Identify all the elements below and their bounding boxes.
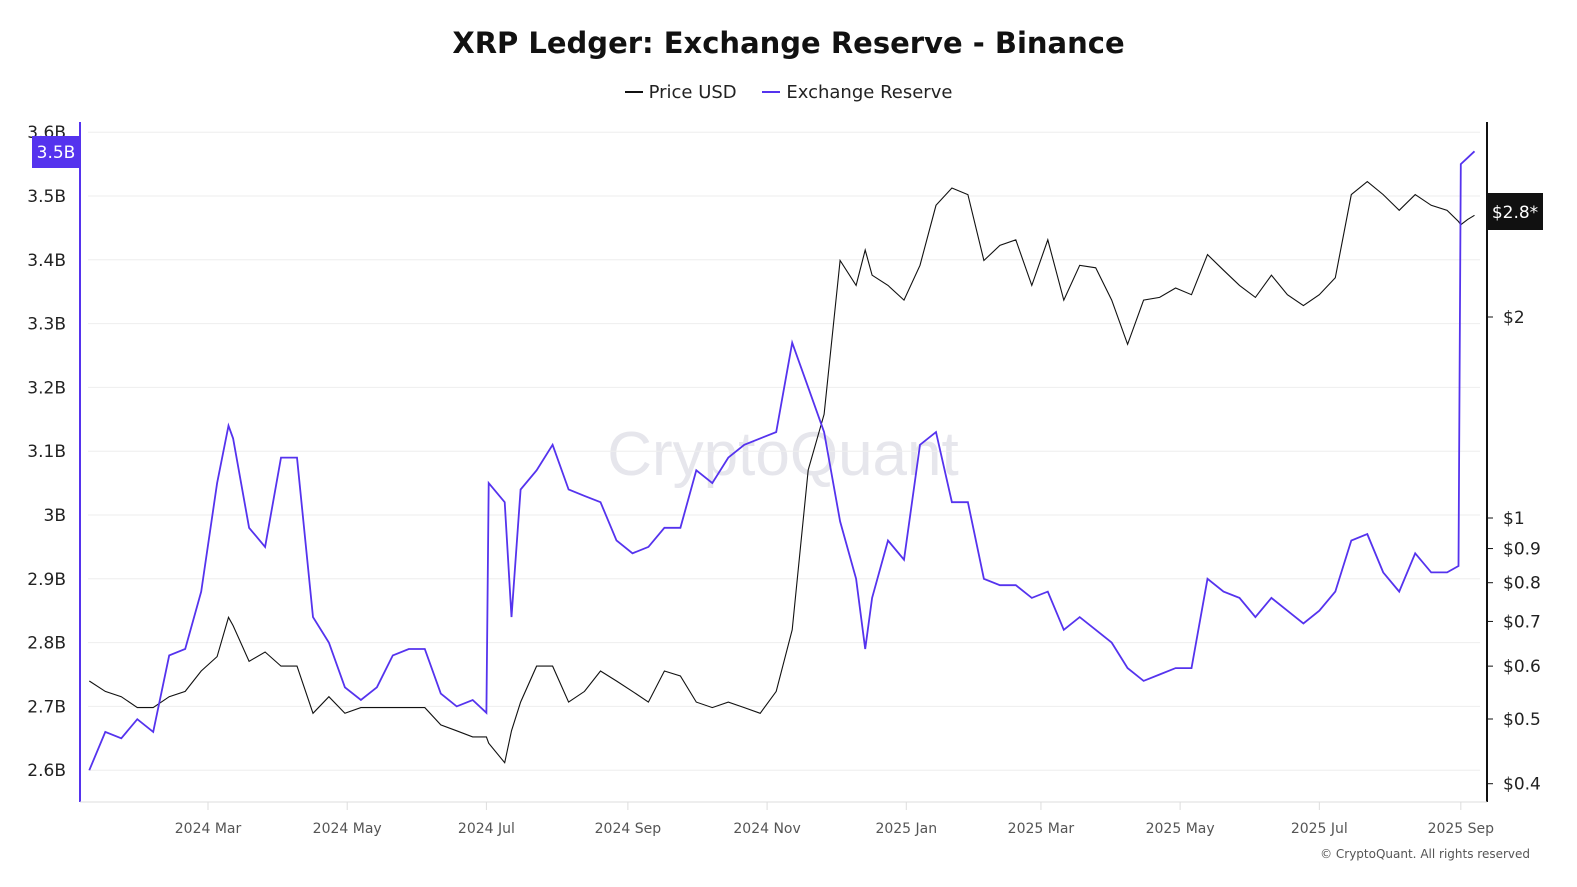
x-tick-label: 2024 May: [313, 821, 382, 837]
left-tick-label: 3.3B: [27, 315, 66, 335]
series-line-reserve: [88, 150, 1476, 771]
left-tick-label: 3.1B: [27, 442, 66, 462]
chart-title: XRP Ledger: Exchange Reserve - Binance: [452, 26, 1125, 60]
legend: Price USD Exchange Reserve: [0, 77, 1577, 103]
left-tick-label: 2.8B: [27, 634, 66, 654]
x-tick-label: 2025 May: [1146, 821, 1215, 837]
right-tick-label: $0.9: [1503, 540, 1541, 560]
copyright: © CryptoQuant. All rights reserved: [1320, 847, 1530, 861]
x-tick-label: 2025 Jul: [1291, 821, 1348, 837]
right-tick-label: $1: [1503, 509, 1525, 529]
x-axis: 2024 Mar 2024 May 2024 Jul 2024 Sep 2024 Nov…: [175, 802, 1494, 837]
current-price-label: $2.8*: [1492, 203, 1538, 223]
left-tick-label: 2.9B: [27, 570, 66, 590]
left-tick-label: 3.2B: [27, 378, 66, 398]
left-tick-label: 3.4B: [27, 251, 66, 271]
current-reserve-badge: [32, 136, 80, 168]
left-tick-label: 3.5B: [27, 187, 66, 207]
x-tick-label: 2025 Jan: [875, 821, 937, 837]
current-price-badge: [1487, 193, 1543, 230]
right-tick-label: $2: [1503, 308, 1525, 328]
right-tick-label: $0.4: [1503, 775, 1541, 795]
gridlines: [88, 131, 1480, 771]
x-tick-label: 2024 Nov: [733, 821, 800, 837]
x-tick-label: 2025 Mar: [1008, 821, 1075, 837]
x-tick-label: 2024 Jul: [458, 821, 515, 837]
legend-item-reserve[interactable]: Exchange Reserve: [762, 82, 952, 103]
legend-swatch-price: [624, 91, 643, 93]
right-tick-label: $0.7: [1503, 612, 1541, 632]
x-tick-label: 2025 Sep: [1428, 821, 1495, 837]
left-tick-label: 2.7B: [27, 697, 66, 717]
legend-item-price[interactable]: Price USD: [624, 81, 737, 103]
right-tick-label: $0.6: [1503, 657, 1541, 677]
current-reserve-label: 3.5B: [37, 143, 76, 163]
legend-label-reserve: Exchange Reserve: [786, 81, 953, 103]
watermark: CryptoQuant: [607, 420, 959, 489]
left-axis: 3.6B3.5B3.4B3.3B3.2B3.1B3B2.9B2.8B2.7B2.…: [27, 123, 66, 781]
legend-swatch-reserve: [762, 91, 781, 93]
series-line-price: [89, 180, 1475, 764]
x-tick-label: 2024 Sep: [595, 821, 662, 837]
legend-label-price: Price USD: [648, 81, 737, 103]
right-tick-label: $0.5: [1503, 710, 1541, 730]
left-tick-label: 2.6B: [27, 761, 66, 781]
right-axis: $2 $1 $0.9 $0.8 $0.7 $0.6 $0.5 $0.4: [1487, 308, 1541, 795]
x-tick-label: 2024 Mar: [175, 821, 242, 837]
left-tick-label: 3B: [44, 506, 66, 526]
right-tick-label: $0.8: [1503, 574, 1541, 594]
